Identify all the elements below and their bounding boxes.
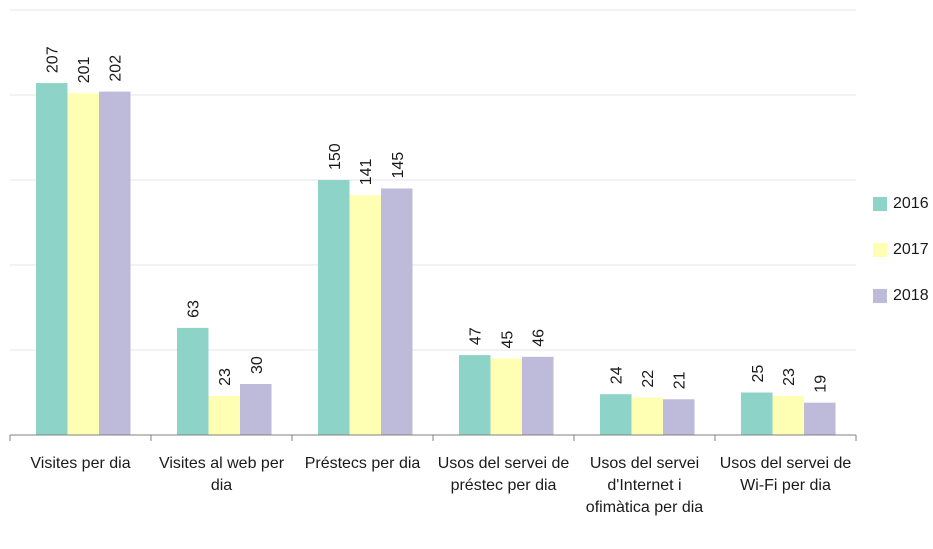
data-label: 202 bbox=[108, 55, 125, 82]
data-label: 24 bbox=[609, 366, 626, 384]
data-label: 46 bbox=[531, 329, 548, 347]
legend: 2016 2017 2018 bbox=[873, 192, 929, 330]
legend-label: 2018 bbox=[893, 286, 929, 304]
bar-2018-3 bbox=[522, 356, 554, 435]
data-label: 145 bbox=[390, 152, 407, 179]
data-label: 23 bbox=[781, 368, 798, 386]
bar-2018-2 bbox=[381, 188, 413, 435]
data-label: 207 bbox=[45, 46, 62, 73]
legend-item: 2017 bbox=[873, 238, 929, 261]
data-label: 63 bbox=[186, 300, 203, 318]
data-label: 201 bbox=[76, 57, 93, 84]
data-label: 30 bbox=[249, 356, 266, 374]
bar-2017-4 bbox=[631, 397, 663, 435]
bar-2016-3 bbox=[459, 355, 491, 435]
bar-2018-1 bbox=[240, 384, 272, 435]
bar-2016-4 bbox=[600, 394, 632, 435]
bar-2017-0 bbox=[67, 93, 99, 436]
data-label: 45 bbox=[499, 331, 516, 349]
legend-item: 2016 bbox=[873, 192, 929, 215]
bar-2018-4 bbox=[663, 399, 695, 435]
data-label: 25 bbox=[750, 365, 767, 383]
data-label: 21 bbox=[672, 371, 689, 389]
category-label: Usos del servei de Wi-Fi per dia bbox=[719, 455, 852, 494]
legend-label: 2016 bbox=[893, 194, 929, 212]
legend-swatch bbox=[873, 288, 887, 303]
bar-2016-0 bbox=[36, 83, 68, 435]
data-label: 22 bbox=[640, 370, 657, 388]
bar-2017-5 bbox=[772, 395, 804, 435]
category-label: Visites per dia bbox=[30, 455, 131, 472]
legend-item: 2018 bbox=[873, 284, 929, 307]
data-label: 23 bbox=[217, 368, 234, 386]
bar-2017-1 bbox=[208, 395, 240, 435]
bar-2018-0 bbox=[99, 91, 131, 435]
category-label: Usos del servei de préstec per dia bbox=[437, 455, 570, 494]
data-label: 47 bbox=[468, 327, 485, 345]
data-label: 150 bbox=[327, 143, 344, 170]
bar-2018-5 bbox=[804, 402, 836, 435]
bar-2016-1 bbox=[177, 327, 209, 435]
bar-2016-2 bbox=[318, 180, 350, 435]
bar-2017-2 bbox=[349, 195, 381, 435]
bar-2017-3 bbox=[490, 358, 522, 435]
legend-swatch bbox=[873, 196, 887, 211]
category-label: Usos del servei d'Internet i ofimàtica p… bbox=[585, 455, 704, 516]
category-label: Visites al web per dia bbox=[158, 455, 285, 494]
legend-swatch bbox=[873, 242, 887, 257]
legend-label: 2017 bbox=[893, 240, 929, 258]
bar-2016-5 bbox=[741, 392, 773, 435]
category-label: Préstecs per dia bbox=[304, 455, 421, 472]
data-label: 141 bbox=[358, 159, 375, 186]
data-label: 19 bbox=[813, 375, 830, 393]
